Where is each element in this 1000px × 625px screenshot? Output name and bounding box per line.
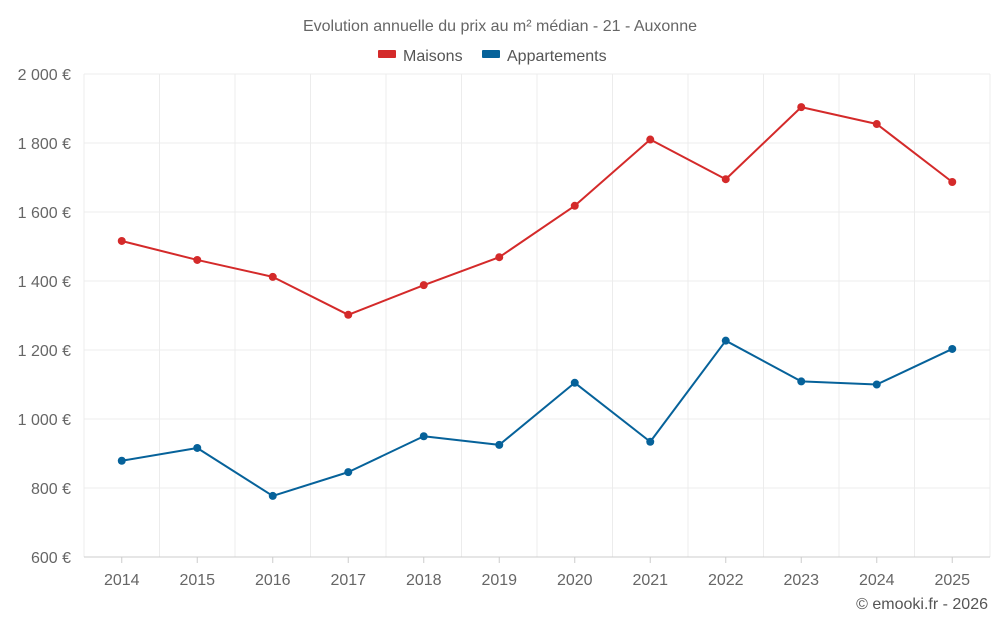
y-tick-label-1200: 1 200 € [18,343,71,360]
point-appartements-2020[interactable] [570,378,579,387]
point-appartements-2022[interactable] [721,336,730,345]
y-tick-label-2000: 2 000 € [18,67,71,84]
y-tick-label-1400: 1 400 € [18,274,71,291]
y-tick-label-800: 800 € [31,481,71,498]
y-tick-label-1800: 1 800 € [18,136,71,153]
x-tick-label-2019: 2019 [481,572,517,589]
y-tick-label-1600: 1 600 € [18,205,71,222]
series-line-appartements [121,339,953,497]
x-tick-label-2021: 2021 [632,572,668,589]
point-maisons-2016[interactable] [268,272,277,281]
y-axis-ticks: 600 € 800 € 1 000 € 1 200 € 1 400 € 1 600 € 1 … [18,67,71,567]
legend-label-maisons[interactable]: Maisons [403,48,463,65]
point-maisons-2023[interactable] [797,103,806,112]
point-appartements-2024[interactable] [872,380,881,389]
point-maisons-2017[interactable] [344,310,353,319]
series-appartements [117,336,957,500]
x-tick-label-2020: 2020 [557,572,593,589]
x-axis-ticks: 2014 2015 2016 2017 2018 2019 2020 2021 2022 2023… [104,557,970,589]
credit-text: © emooki.fr - 2026 [856,596,988,613]
x-tick-label-2024: 2024 [859,572,895,589]
x-tick-label-2017: 2017 [330,572,366,589]
point-maisons-2018[interactable] [419,281,428,290]
x-tick-label-2015: 2015 [179,572,215,589]
series-maisons [117,103,957,319]
point-maisons-2024[interactable] [872,120,881,129]
series-line-maisons [121,106,953,316]
chart-title: Evolution annuelle du prix au m² médian … [303,18,697,35]
legend[interactable]: Maisons Appartements [378,48,607,65]
legend-swatch-maisons [378,50,396,58]
point-maisons-2014[interactable] [117,236,126,245]
point-appartements-2023[interactable] [797,377,806,386]
y-tick-label-1000: 1 000 € [18,412,71,429]
point-maisons-2025[interactable] [948,177,957,186]
x-tick-label-2018: 2018 [406,572,442,589]
point-appartements-2014[interactable] [117,456,126,465]
point-appartements-2019[interactable] [495,440,504,449]
point-maisons-2020[interactable] [570,201,579,210]
x-tick-label-2016: 2016 [255,572,291,589]
point-maisons-2022[interactable] [721,175,730,184]
x-tick-label-2023: 2023 [783,572,819,589]
point-appartements-2025[interactable] [948,344,957,353]
x-tick-label-2025: 2025 [934,572,970,589]
series-layer [117,103,957,500]
x-tick-label-2014: 2014 [104,572,140,589]
point-appartements-2018[interactable] [419,432,428,441]
point-appartements-2016[interactable] [268,491,277,500]
point-maisons-2021[interactable] [646,135,655,144]
x-gridlines [83,74,991,557]
point-appartements-2015[interactable] [193,443,202,452]
y-tick-label-600: 600 € [31,550,71,567]
point-maisons-2015[interactable] [193,255,202,264]
point-maisons-2019[interactable] [495,253,504,262]
point-appartements-2021[interactable] [646,437,655,446]
x-tick-label-2022: 2022 [708,572,744,589]
point-appartements-2017[interactable] [344,468,353,477]
legend-label-appartements[interactable]: Appartements [507,48,607,65]
legend-swatch-appartements [482,50,500,58]
